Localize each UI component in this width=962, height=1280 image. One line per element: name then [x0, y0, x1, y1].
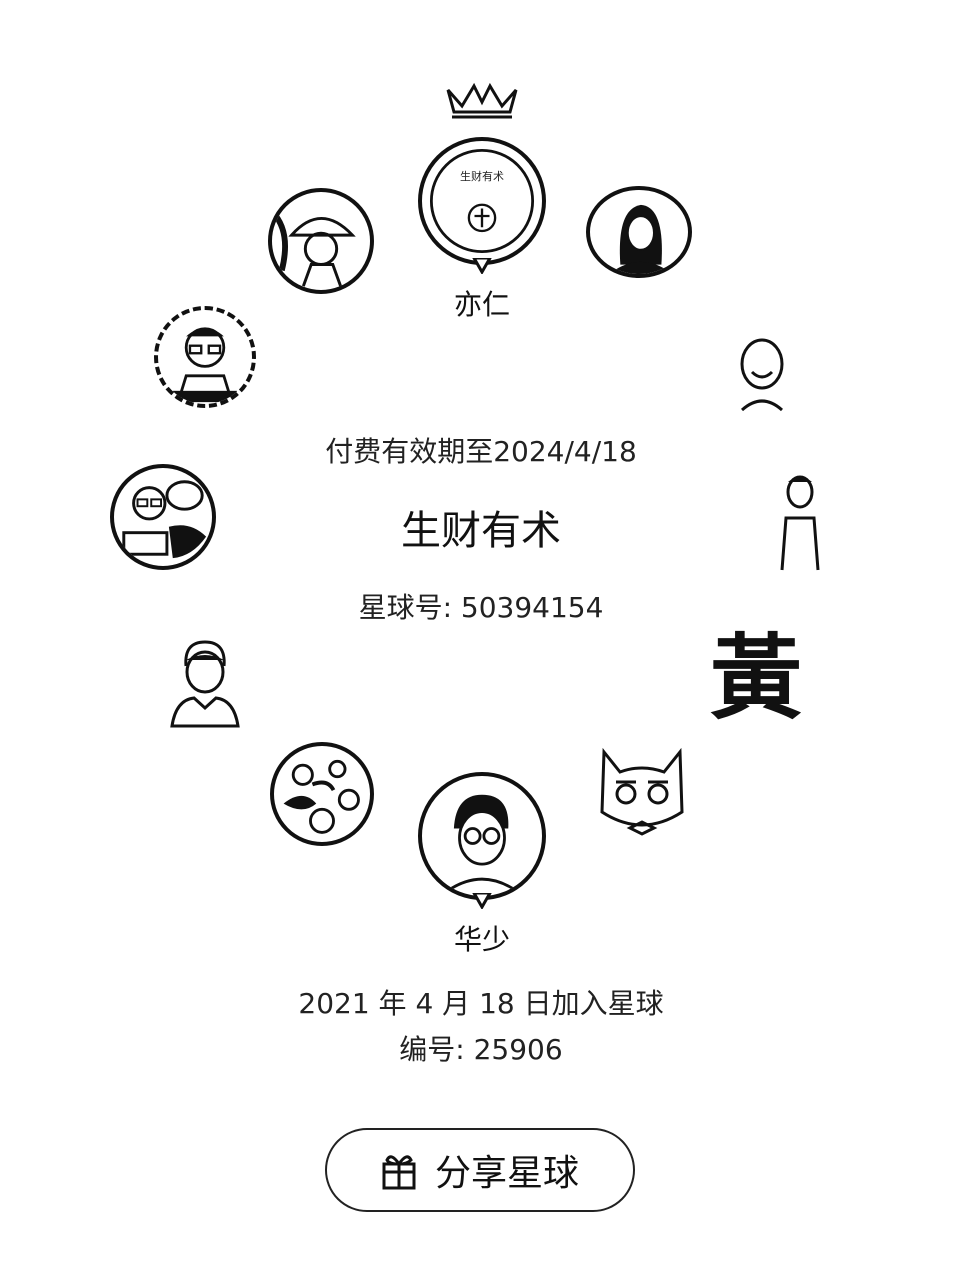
bald-man-avatar-icon[interactable]: [728, 330, 796, 412]
featured-member-pointer: [472, 893, 492, 909]
cat-avatar-icon[interactable]: [594, 742, 690, 842]
reading-man-avatar-icon[interactable]: [110, 464, 216, 570]
glasses-man-avatar-icon[interactable]: [154, 306, 256, 408]
group-name: 生财有术: [401, 508, 561, 554]
join-date-text: 2021 年 4 月 18 日加入星球: [298, 987, 664, 1020]
calligraphy-avatar-icon[interactable]: 黃: [704, 626, 808, 730]
owner-pointer: [472, 258, 492, 274]
featured-member-name: 华少: [453, 923, 510, 956]
group-id-text: 星球号: 50394154: [358, 591, 604, 624]
featured-member-avatar[interactable]: [418, 772, 546, 900]
expiry-text: 付费有效期至2024/4/18: [325, 435, 637, 468]
woman-portrait-avatar-icon[interactable]: [586, 186, 692, 278]
standing-man-avatar-icon[interactable]: [772, 466, 828, 572]
owner-avatar[interactable]: [418, 137, 546, 265]
cartoon-kid-avatar-icon[interactable]: [268, 188, 374, 294]
gift-icon: [381, 1150, 417, 1190]
calligraphy-avatar-char: 黃: [709, 624, 802, 732]
share-group-button[interactable]: 分享星球: [325, 1128, 635, 1212]
owner-name: 亦仁: [453, 288, 510, 321]
ornate-pattern-avatar-icon[interactable]: [270, 742, 374, 846]
owner-badge-text: 生财有术: [460, 170, 504, 183]
share-button-label: 分享星球: [434, 1153, 579, 1194]
crown-icon: [444, 80, 520, 120]
member-number-text: 编号: 25906: [399, 1033, 563, 1066]
default-person-avatar-icon[interactable]: [170, 636, 240, 728]
